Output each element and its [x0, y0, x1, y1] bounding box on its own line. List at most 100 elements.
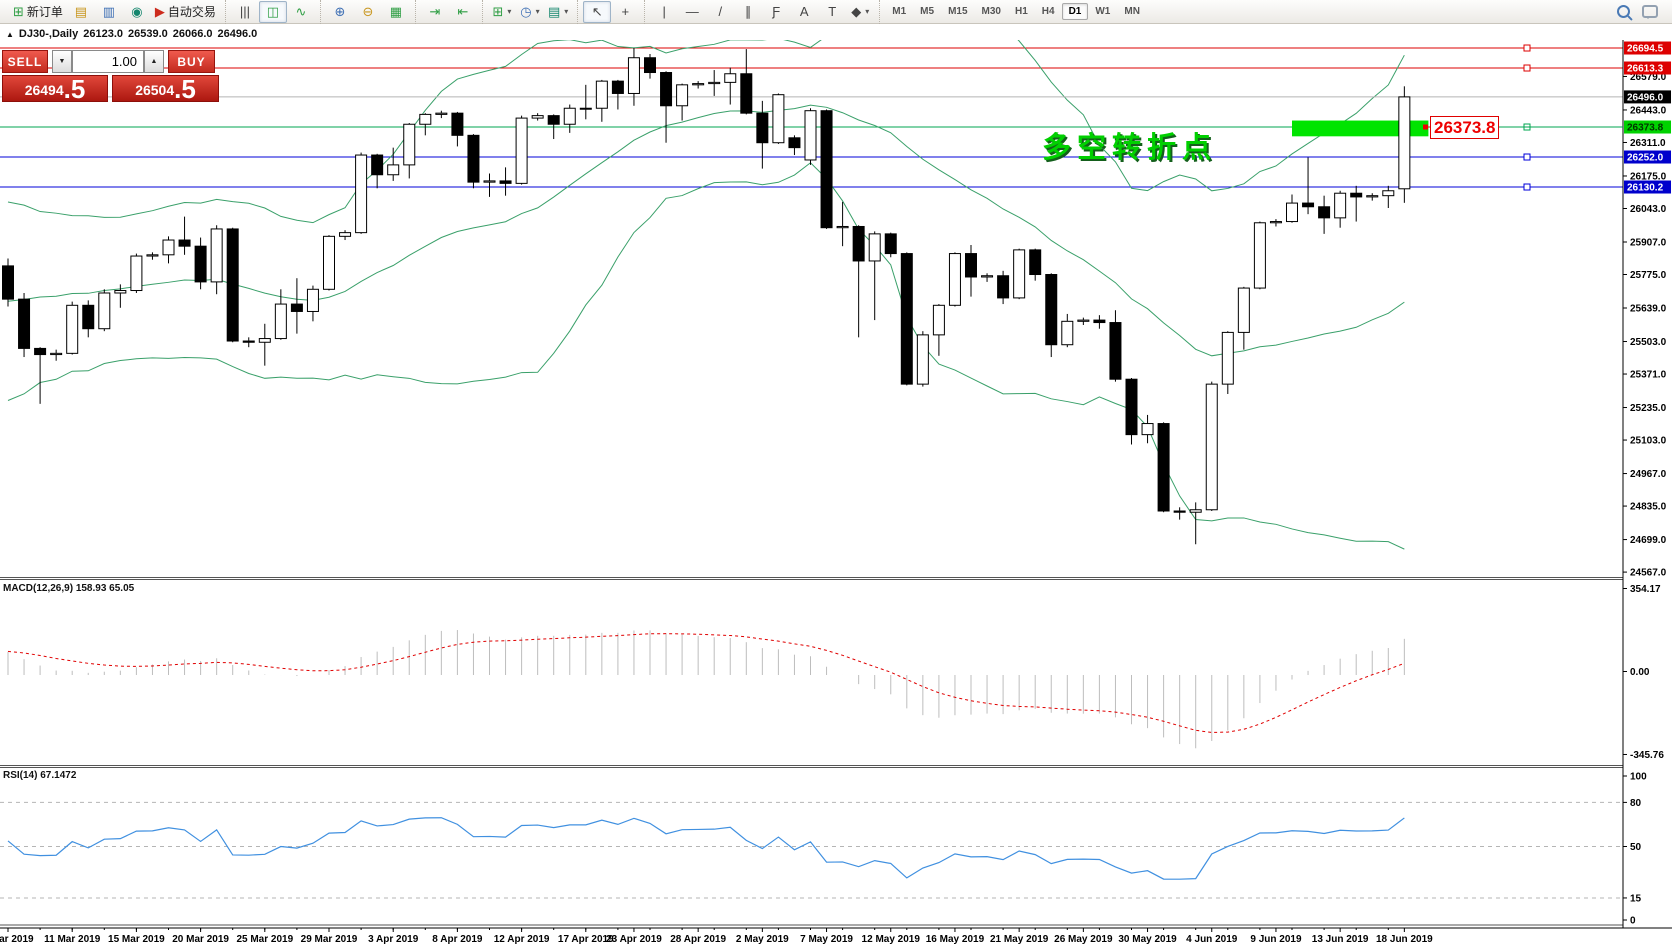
ohlc-open: 26123.0 [83, 28, 123, 40]
hline-badge-label: 26130.2 [1627, 183, 1664, 194]
date-tick-label: 9 Jun 2019 [1250, 934, 1302, 945]
fibonacci-icon: Ƒ [772, 4, 781, 19]
zoom-out-button[interactable]: ⊖ [354, 1, 382, 23]
candle [579, 107, 592, 110]
candle [499, 180, 512, 184]
tab-timeframe-H1[interactable]: H1 [1014, 6, 1028, 17]
hline-badge-label: 26373.8 [1627, 123, 1664, 134]
sell-price-button[interactable]: 26494 .5 [2, 75, 108, 102]
hline-badge [1624, 41, 1671, 55]
volume-increase-button[interactable]: ▲ [144, 50, 164, 73]
fibonacci-button[interactable]: Ƒ [762, 1, 790, 23]
candle [66, 304, 79, 354]
new-chart-dropdown[interactable]: ⊞ ▾ [488, 1, 516, 23]
candle [868, 233, 881, 262]
tab-timeframe-H4[interactable]: H4 [1041, 6, 1055, 17]
text-tool-button[interactable]: A [790, 1, 818, 23]
candle [1302, 202, 1315, 208]
cursor-button[interactable]: ↖ [583, 0, 612, 23]
chart-shift-button[interactable]: ⇤ [449, 1, 477, 23]
comments-icon[interactable] [1642, 5, 1658, 19]
chart-shift-icon: ⇤ [457, 4, 469, 19]
signal-icon: ◉ [131, 4, 143, 19]
tab-timeframe-MN[interactable]: MN [1124, 6, 1140, 17]
period-dropdown[interactable]: ◷ ▾ [516, 1, 544, 23]
autotrade-button[interactable]: ▶ 自动交易 [151, 1, 220, 23]
label-tool-button[interactable]: T [818, 1, 846, 23]
chevron-down-icon: ▾ [865, 7, 870, 16]
date-tick-label: 16 May 2019 [926, 934, 985, 945]
price-tick-label: 24835.0 [1630, 502, 1667, 513]
horizontal-line-button[interactable]: — [678, 1, 706, 23]
tile-windows-button[interactable]: ▦ [382, 1, 410, 23]
market-watch-button[interactable]: ▥ [95, 1, 123, 23]
candle [1077, 319, 1090, 322]
rsi-tick-label: 15 [1630, 893, 1642, 904]
tab-timeframe-W1[interactable]: W1 [1095, 6, 1111, 17]
macd-layer [7, 630, 1405, 749]
candle [1029, 249, 1042, 276]
zoom-in-button[interactable]: ⊕ [326, 1, 354, 23]
price-tick-label: 25235.0 [1630, 403, 1667, 414]
ohlc-low: 26066.0 [172, 28, 213, 40]
new-order-button[interactable]: ⊞ 新订单 [9, 1, 67, 23]
tab-timeframe-M15[interactable]: M15 [948, 6, 968, 17]
candle [242, 340, 255, 343]
volume-input[interactable]: 1.00 [72, 50, 144, 73]
price-tag-26373[interactable]: 26373.8 [1430, 116, 1500, 139]
chart-symbol-label: DJ30-,Daily [18, 28, 79, 40]
date-tick-label: 29 Mar 2019 [301, 934, 358, 945]
candle [948, 253, 961, 306]
buy-button[interactable]: BUY [168, 50, 215, 73]
tab-timeframe-M30[interactable]: M30 [981, 6, 1001, 17]
crosshair-button[interactable]: + [611, 1, 639, 23]
candle [1125, 378, 1138, 436]
hline-handle[interactable] [1523, 64, 1531, 72]
candle [595, 80, 608, 109]
hline-handle[interactable] [1523, 44, 1531, 52]
candle [772, 94, 785, 144]
signal-button[interactable]: ◉ [123, 1, 151, 23]
tab-timeframe-M1[interactable]: M1 [892, 6, 907, 17]
auto-scroll-button[interactable]: ⇥ [421, 1, 449, 23]
candle [627, 57, 640, 94]
line-chart-button[interactable]: ∿ [287, 1, 315, 23]
new-chart-icon: ⊞ [492, 4, 504, 19]
price-tick-label: 26443.0 [1630, 105, 1667, 116]
tab-timeframe-M5[interactable]: M5 [920, 6, 935, 17]
trendline-button[interactable]: / [706, 1, 734, 23]
rsi-value: 67.1472 [40, 770, 77, 781]
date-tick-label: 8 Apr 2019 [432, 934, 483, 945]
shapes-dropdown[interactable]: ◆ ▾ [846, 1, 874, 23]
bar-chart-button[interactable]: ||| [231, 1, 259, 23]
journal-button[interactable]: ▤ [67, 1, 95, 23]
price-tick-label: 24967.0 [1630, 469, 1667, 480]
hline-badge [1624, 150, 1671, 164]
candlestick-chart-button[interactable]: ◫ [258, 0, 287, 23]
vertical-line-button[interactable]: | [650, 1, 678, 23]
buy-price-button[interactable]: 26504 .5 [112, 75, 219, 102]
date-tick-label: 18 Jun 2019 [1376, 934, 1433, 945]
candle [515, 117, 528, 184]
rectangle-object[interactable] [1292, 120, 1429, 137]
candle [178, 239, 191, 247]
template-dropdown[interactable]: ▤ ▾ [544, 1, 572, 23]
date-tick-label: 20 Mar 2019 [172, 934, 229, 945]
channel-button[interactable]: ∥ [734, 1, 762, 23]
candle [98, 292, 111, 330]
tab-timeframe-D1[interactable]: D1 [1061, 3, 1089, 20]
market-watch-icon: ▥ [102, 4, 116, 19]
macd-values: 158.93 65.05 [75, 583, 135, 594]
search-icon[interactable] [1617, 5, 1630, 18]
price-tick-label: 26043.0 [1630, 204, 1667, 215]
journal-icon: ▤ [74, 4, 88, 19]
volume-decrease-button[interactable]: ▼ [52, 50, 72, 73]
toolbar-group-scroll: ⇥ ⇤ [414, 0, 482, 24]
hline-handle[interactable] [1523, 183, 1531, 191]
bull-bear-turning-point-annotation[interactable]: 多空转折点 [1042, 132, 1218, 164]
sell-button[interactable]: SELL [2, 50, 48, 73]
toolbar-right [1617, 5, 1668, 19]
hline-handle[interactable] [1523, 153, 1531, 161]
candle [1205, 383, 1218, 511]
